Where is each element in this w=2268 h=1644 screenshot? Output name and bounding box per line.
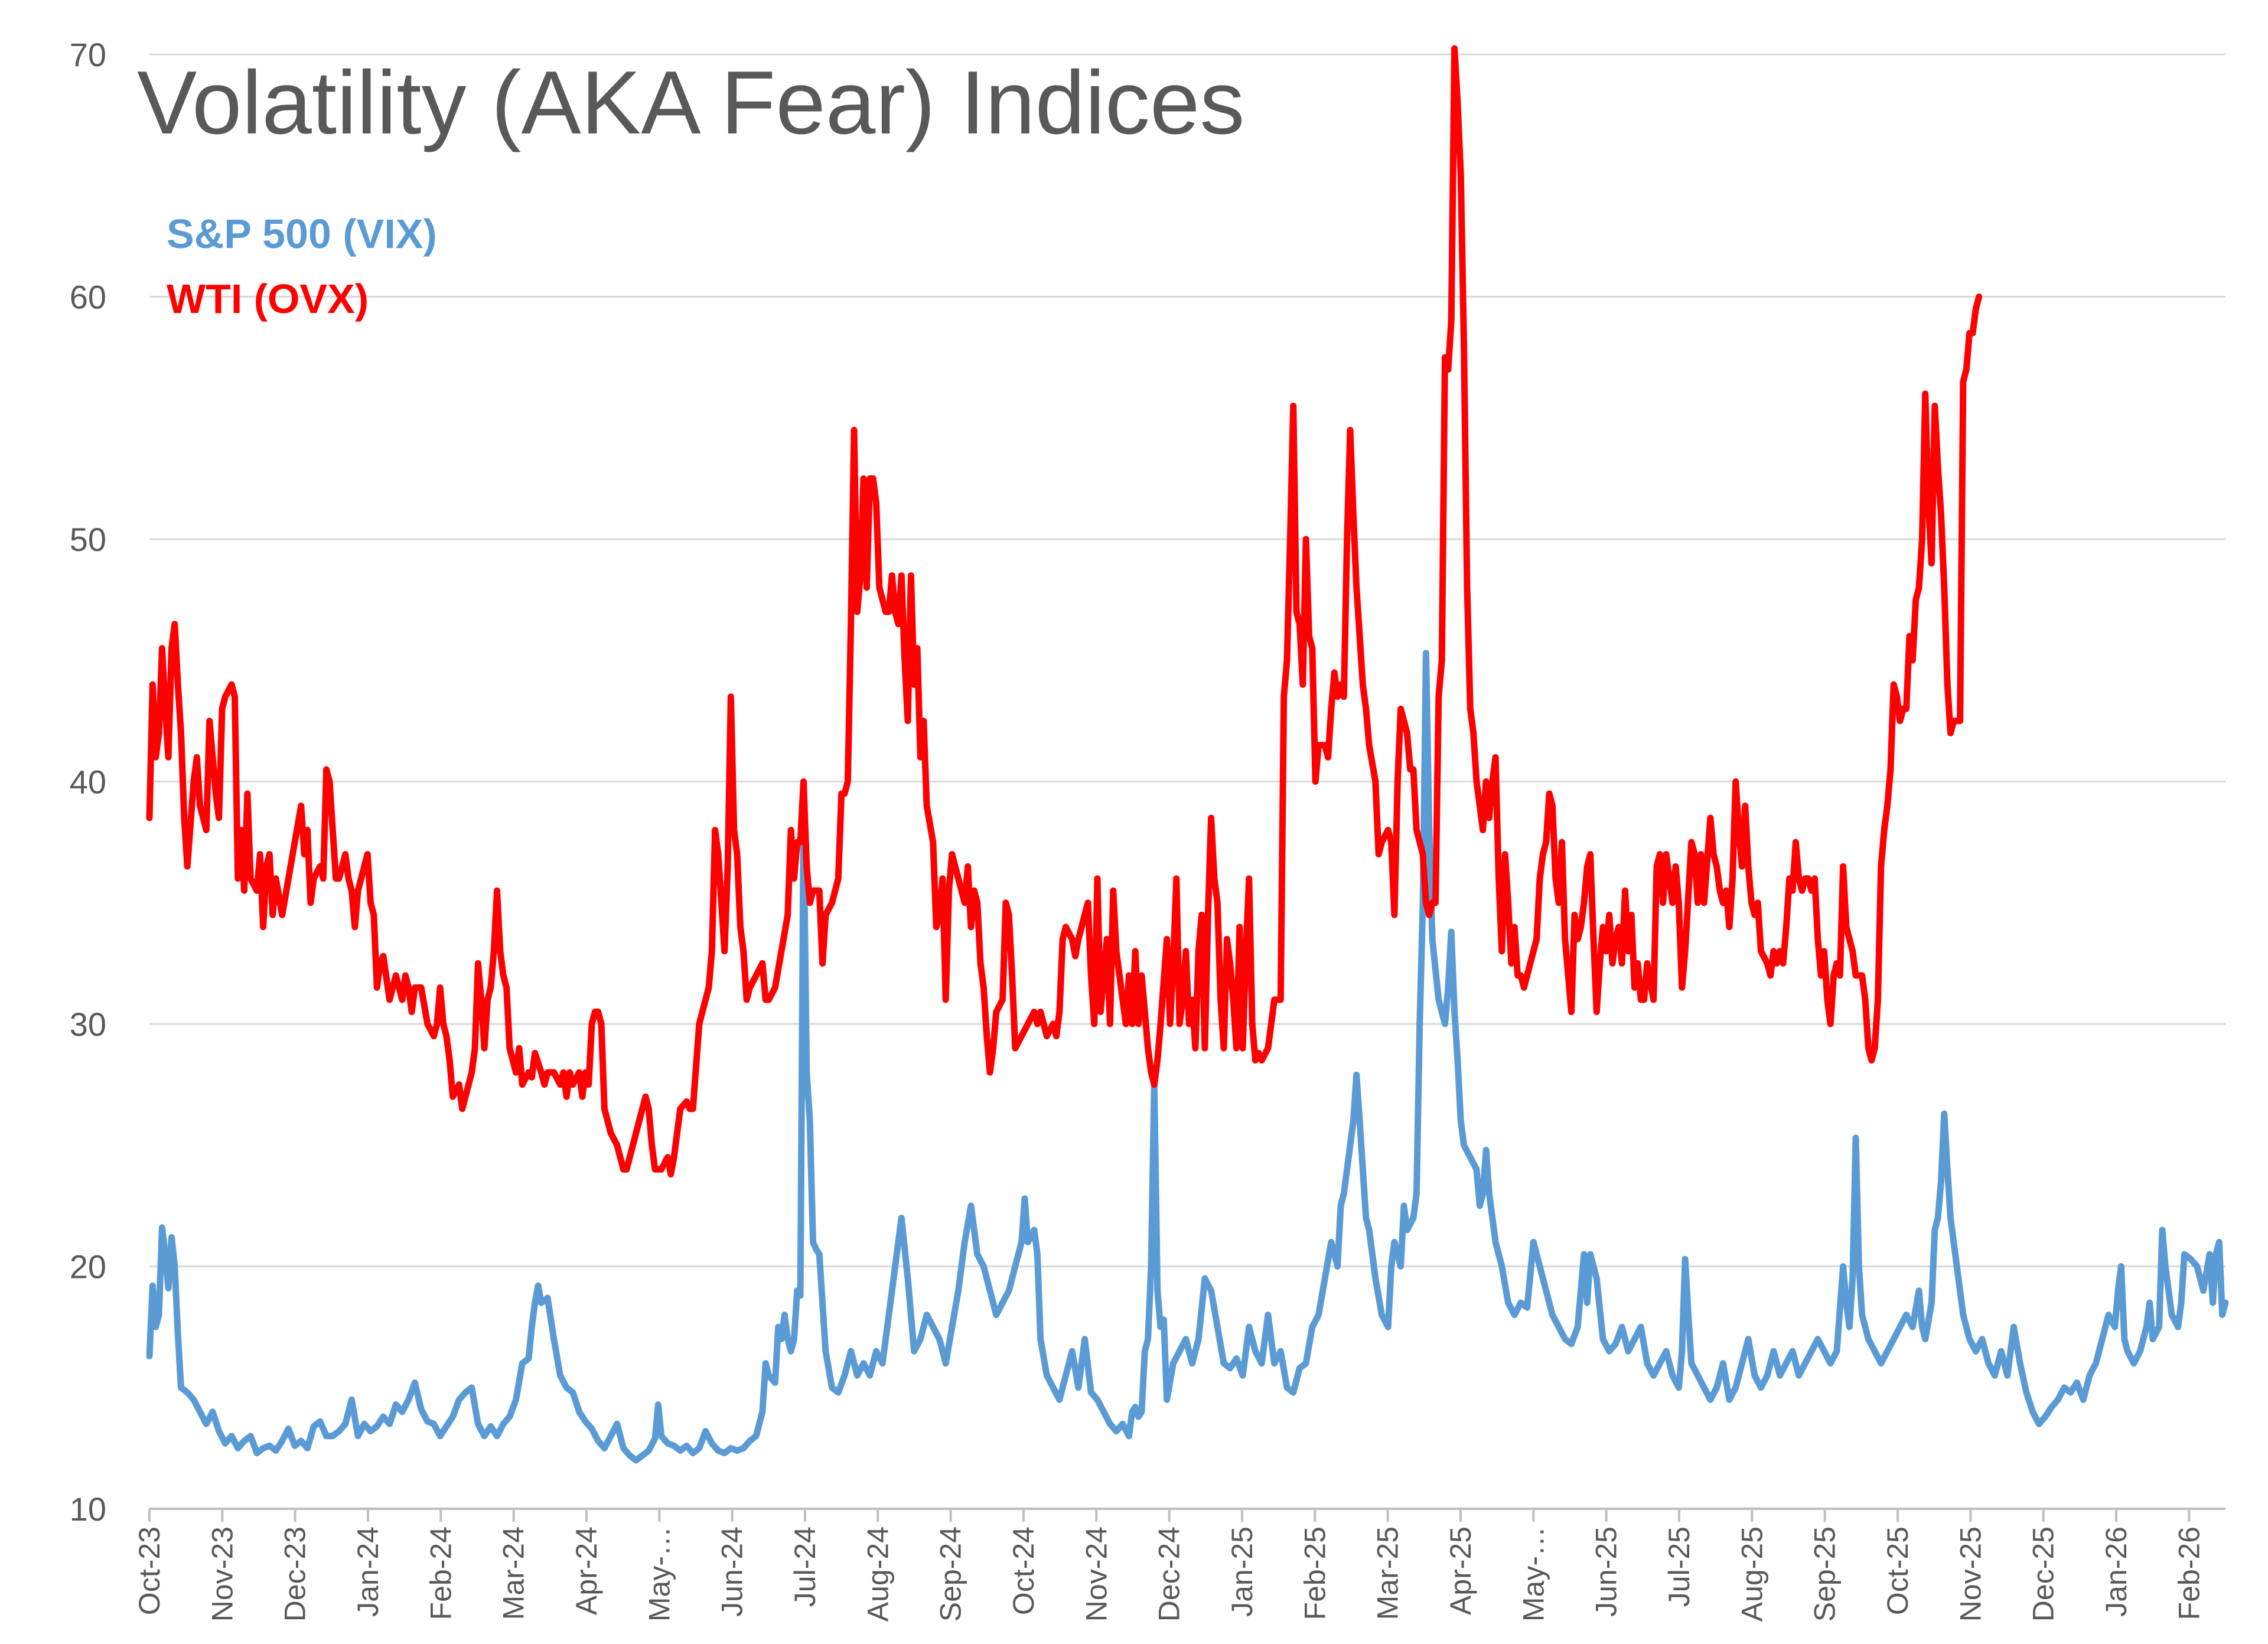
y-tick-label: 20	[70, 1248, 106, 1286]
y-tick-label: 10	[70, 1490, 106, 1528]
x-tick-label: Feb-26	[2172, 1526, 2205, 1620]
x-tick-label: Sep-24	[934, 1526, 967, 1622]
x-tick-label: Mar-25	[1371, 1526, 1405, 1620]
x-tick-label: Sep-25	[1808, 1526, 1842, 1622]
x-tick-label: Oct-23	[133, 1526, 166, 1615]
x-tick-label: Feb-25	[1298, 1526, 1331, 1620]
series-line-vix	[146, 650, 2229, 1464]
series-line-ovx	[146, 45, 1983, 1177]
x-tick-label: Mar-24	[497, 1526, 530, 1620]
x-tick-label: Aug-25	[1735, 1526, 1768, 1622]
y-axis: 10 20 30 40 50 60 70	[70, 36, 106, 1528]
x-tick-label: Apr-25	[1444, 1526, 1477, 1615]
series-lines	[146, 45, 2229, 1464]
x-tick-label: Jan-26	[2100, 1526, 2133, 1617]
legend-entry-ovx: WTI (OVX)	[167, 276, 369, 322]
y-tick-label: 30	[70, 1006, 106, 1043]
x-tick-label: Feb-24	[424, 1526, 457, 1620]
x-tick-label: Dec-25	[2027, 1526, 2060, 1622]
x-tick-label: Jan-24	[351, 1526, 384, 1617]
y-tick-label: 70	[70, 36, 106, 73]
x-tick-label: Oct-24	[1007, 1526, 1040, 1615]
x-tick-label: Nov-24	[1080, 1526, 1113, 1622]
x-tick-label: Apr-24	[570, 1526, 603, 1615]
x-tick-label: Aug-24	[861, 1526, 894, 1622]
y-tick-label: 40	[70, 764, 106, 801]
y-tick-label: 50	[70, 521, 106, 558]
x-tick-label: Oct-25	[1881, 1526, 1914, 1615]
x-tick-label: Dec-24	[1153, 1526, 1186, 1622]
x-tick-label: Jun-24	[716, 1526, 749, 1617]
x-axis: Oct-23 Nov-23 Dec-23 Jan-24 Feb-24 Mar-24 Apr-…	[133, 1508, 2225, 1622]
x-tick-label: Jun-25	[1590, 1526, 1623, 1617]
x-tick-label: Nov-23	[206, 1526, 239, 1622]
x-tick-label: May-…	[1517, 1526, 1550, 1622]
x-tick-label: Nov-25	[1954, 1526, 1987, 1622]
gridlines	[149, 53, 2225, 1267]
x-tick-label: May-…	[643, 1526, 676, 1622]
x-tick-label: Jan-25	[1226, 1526, 1259, 1617]
chart-title: Volatility (AKA Fear) Indices	[137, 53, 1244, 153]
x-tick-label: Jul-25	[1663, 1526, 1696, 1607]
x-tick-label: Dec-23	[279, 1526, 312, 1622]
x-tick-label: Jul-24	[788, 1526, 822, 1607]
y-tick-label: 60	[70, 279, 106, 316]
legend-entry-vix: S&P 500 (VIX)	[167, 211, 437, 257]
